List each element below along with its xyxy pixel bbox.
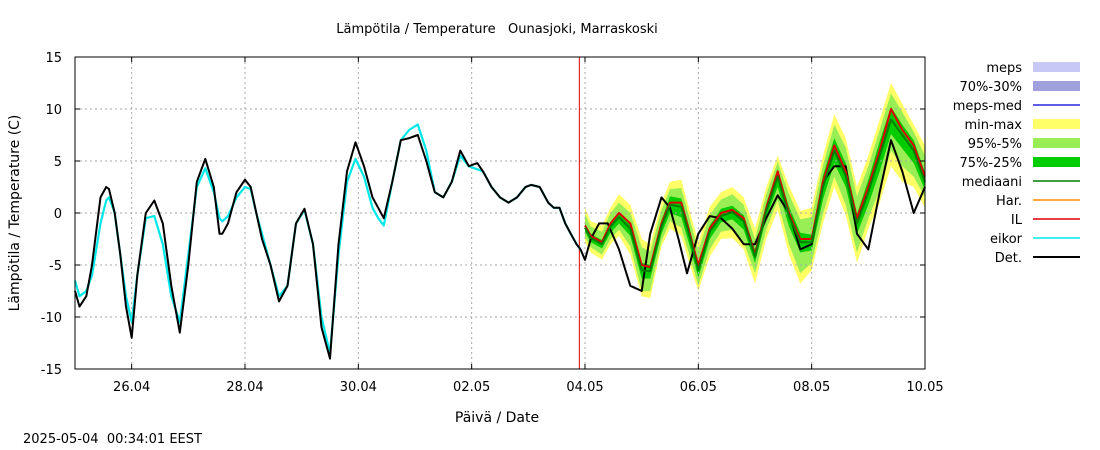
x-tick-label: 10.05 <box>906 380 943 395</box>
legend-swatch-meps <box>1033 62 1080 72</box>
forecast-bands <box>585 83 925 299</box>
legend-label-eikor: eikor <box>990 232 1023 247</box>
x-axis-label: Päivä / Date <box>455 410 539 426</box>
y-tick-label: 15 <box>45 51 62 66</box>
series-line-il <box>584 108 926 269</box>
y-tick-label: -10 <box>41 311 62 326</box>
band-95-5- <box>585 93 925 292</box>
y-axis-ticks: -15 -10 -5 0 5 10 15 <box>41 51 925 378</box>
legend-label-har-: Har. <box>996 194 1022 209</box>
series-lines <box>73 108 926 360</box>
legend-swatch-95-5- <box>1033 138 1080 148</box>
x-tick-label: 06.05 <box>680 380 717 395</box>
timestamp: 2025-05-04 00:34:01 EEST <box>23 432 202 447</box>
x-tick-label: 30.04 <box>340 380 377 395</box>
band-75-25- <box>585 106 925 279</box>
legend-label-il: IL <box>1011 213 1023 228</box>
y-tick-label: -15 <box>41 363 62 378</box>
series-line-det- <box>74 134 926 360</box>
y-tick-label: 10 <box>45 103 62 118</box>
x-tick-label: 08.05 <box>793 380 830 395</box>
x-tick-label: 28.04 <box>226 380 263 395</box>
legend-label-95-5-: 95%-5% <box>968 137 1022 152</box>
y-tick-label: 0 <box>54 207 62 222</box>
legend: meps 70%-30% meps-med min-max 95%-5% 75%-25% m… <box>953 61 1080 266</box>
legend-label-meps-med: meps-med <box>953 99 1022 114</box>
x-tick-label: 02.05 <box>453 380 490 395</box>
legend-swatch-min-max <box>1033 119 1080 129</box>
legend-label-det-: Det. <box>995 251 1022 266</box>
x-axis-ticks: 26.04 28.04 30.04 02.05 04.05 06.05 08.05 10.05 <box>113 57 944 395</box>
x-tick-label: 04.05 <box>566 380 603 395</box>
legend-swatch-75-25- <box>1033 157 1080 167</box>
legend-label-70-30-: 70%-30% <box>960 80 1022 95</box>
x-tick-label: 26.04 <box>113 380 150 395</box>
legend-label-mediaani: mediaani <box>962 175 1022 190</box>
y-axis-label: Lämpötila / Temperature (C) <box>7 115 23 312</box>
y-tick-label: -5 <box>49 259 62 274</box>
series-line-mediaani <box>584 118 926 273</box>
legend-label-meps: meps <box>986 61 1022 76</box>
y-tick-label: 5 <box>54 155 62 170</box>
chart-title: Lämpötila / Temperature Ounasjoki, Marra… <box>336 22 658 37</box>
legend-label-75-25-: 75%-25% <box>960 156 1022 171</box>
legend-swatch-70-30- <box>1033 81 1080 91</box>
legend-label-min-max: min-max <box>964 118 1022 133</box>
